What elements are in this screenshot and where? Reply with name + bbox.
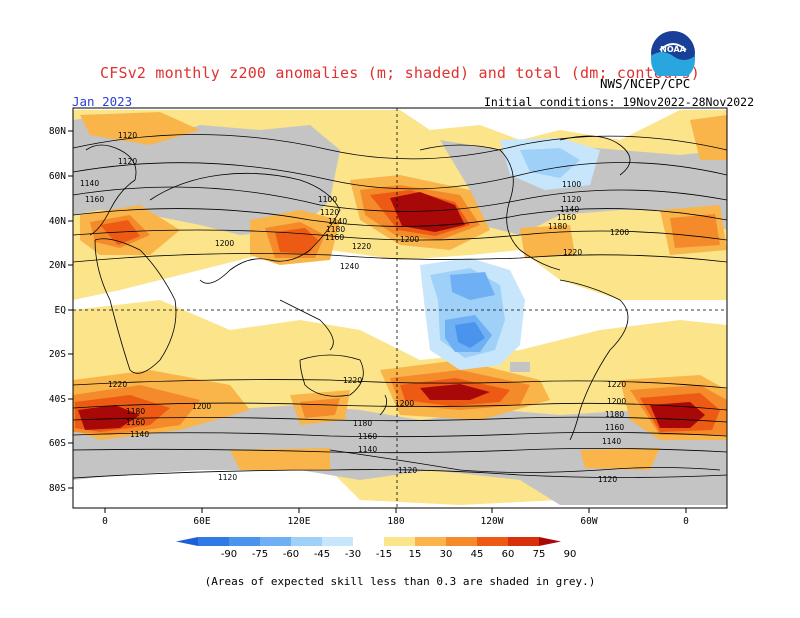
contour-label: 1140	[560, 205, 579, 214]
colorbar-label: -75	[252, 549, 268, 560]
colorbar-label: -90	[221, 549, 237, 560]
contour-label: 1180	[548, 222, 567, 231]
height-contours	[73, 134, 727, 479]
contour-label: 1200	[400, 235, 419, 244]
map-field: 1120 1120 1140 1160 1200 1220 1240 1100 …	[73, 108, 727, 508]
lon-label: 120E	[288, 516, 311, 527]
colorbar-label: 75	[533, 549, 546, 560]
contour-label: 1140	[80, 179, 99, 188]
lat-label: 40N	[49, 216, 66, 227]
contour-label: 1220	[352, 242, 371, 251]
contour-label: 1120	[320, 208, 339, 217]
contour-label: 1100	[562, 180, 581, 189]
contour-label: 1180	[326, 225, 345, 234]
forecast-month: Jan 2023	[72, 94, 133, 109]
initial-conditions: Initial conditions: 19Nov2022-28Nov2022	[484, 95, 755, 109]
contour-label: 1100	[318, 195, 337, 204]
lon-label: 180	[387, 516, 404, 527]
lat-label: 60N	[49, 171, 66, 182]
contour-label: 1200	[610, 228, 629, 237]
contour-label: 1140	[328, 217, 347, 226]
colorbar-label: -30	[345, 549, 361, 560]
latitude-axis: 80N 60N 40N 20N EQ 20S 40S 60S 80S	[49, 126, 73, 494]
contour-label: 1160	[126, 418, 145, 427]
lat-label: 40S	[49, 394, 66, 405]
contour-label: 1140	[602, 437, 621, 446]
contour-label: 1120	[398, 466, 417, 475]
colorbar-segment	[291, 537, 322, 546]
longitude-axis: 0 60E 120E 180 120W 60W 0	[102, 508, 689, 527]
contour-label: 1180	[605, 410, 624, 419]
contour-label: 1120	[118, 157, 137, 166]
contour-label: 1120	[562, 195, 581, 204]
contour-label: 1160	[325, 233, 344, 242]
contour-label: 1200	[395, 399, 414, 408]
lat-label: EQ	[55, 305, 67, 316]
colorbar-segment	[477, 537, 508, 546]
contour-label: 1160	[605, 423, 624, 432]
colorbar-arrow-left	[176, 537, 198, 546]
agency-label: NWS/NCEP/CPC	[600, 76, 691, 91]
colorbar-segment	[384, 537, 415, 546]
lat-label: 80S	[49, 483, 66, 494]
lon-label: 120W	[481, 516, 504, 527]
map-title: CFSv2 monthly z200 anomalies (m; shaded)…	[100, 64, 700, 82]
lon-label: 60W	[580, 516, 597, 527]
contour-label: 1200	[607, 397, 626, 406]
contour-label: 1120	[218, 473, 237, 482]
colorbar-segment	[353, 537, 384, 546]
contour-label: 1120	[118, 131, 137, 140]
contour-label: 1240	[340, 262, 359, 271]
colorbar-segment	[508, 537, 539, 546]
colorbar-label: 45	[471, 549, 484, 560]
colorbar: -90 -75 -60 -45 -30 -15 15 30 45 60 75 90	[176, 537, 576, 560]
contour-label: 1120	[598, 475, 617, 484]
colorbar-arrow-right	[539, 537, 561, 546]
logo-text: NOAA	[660, 45, 686, 54]
lon-label: 0	[683, 516, 689, 527]
colorbar-label: 90	[564, 549, 577, 560]
colorbar-segment	[322, 537, 353, 546]
colorbar-segment	[229, 537, 260, 546]
colorbar-segment	[198, 537, 229, 546]
lat-label: 20S	[49, 349, 66, 360]
anomaly-gt75	[78, 192, 705, 430]
colorbar-label: 30	[440, 549, 453, 560]
lat-label: 80N	[49, 126, 66, 137]
noaa-logo-icon: NOAA	[651, 31, 695, 76]
colorbar-label: 15	[409, 549, 422, 560]
colorbar-segment	[415, 537, 446, 546]
contour-label: 1140	[358, 445, 377, 454]
colorbar-label: -15	[376, 549, 392, 560]
contour-label: 1220	[343, 376, 362, 385]
colorbar-label: -60	[283, 549, 299, 560]
contour-label: 1160	[85, 195, 104, 204]
contour-label: 1180	[126, 407, 145, 416]
colorbar-segment	[446, 537, 477, 546]
contour-label-group: 1120 1120 1140 1160 1200 1220 1240 1100 …	[80, 131, 629, 484]
colorbar-label: 60	[502, 549, 515, 560]
map-frame	[72, 107, 728, 509]
skill-note: (Areas of expected skill less than 0.3 a…	[204, 575, 596, 588]
colorbar-label: -45	[314, 549, 330, 560]
contour-label: 1140	[130, 430, 149, 439]
lat-label: 60S	[49, 438, 66, 449]
colorbar-segment	[260, 537, 291, 546]
contour-label: 1200	[192, 402, 211, 411]
contour-label: 1160	[358, 432, 377, 441]
contour-label: 1180	[353, 419, 372, 428]
contour-label: 1220	[607, 380, 626, 389]
negative-anomalies	[420, 138, 600, 370]
contour-label: 1220	[108, 380, 127, 389]
contour-label: 1200	[215, 239, 234, 248]
contour-label: 1220	[563, 248, 582, 257]
lon-label: 0	[102, 516, 108, 527]
lon-label: 60E	[193, 516, 210, 527]
contour-label: 1160	[557, 213, 576, 222]
lat-label: 20N	[49, 260, 66, 271]
